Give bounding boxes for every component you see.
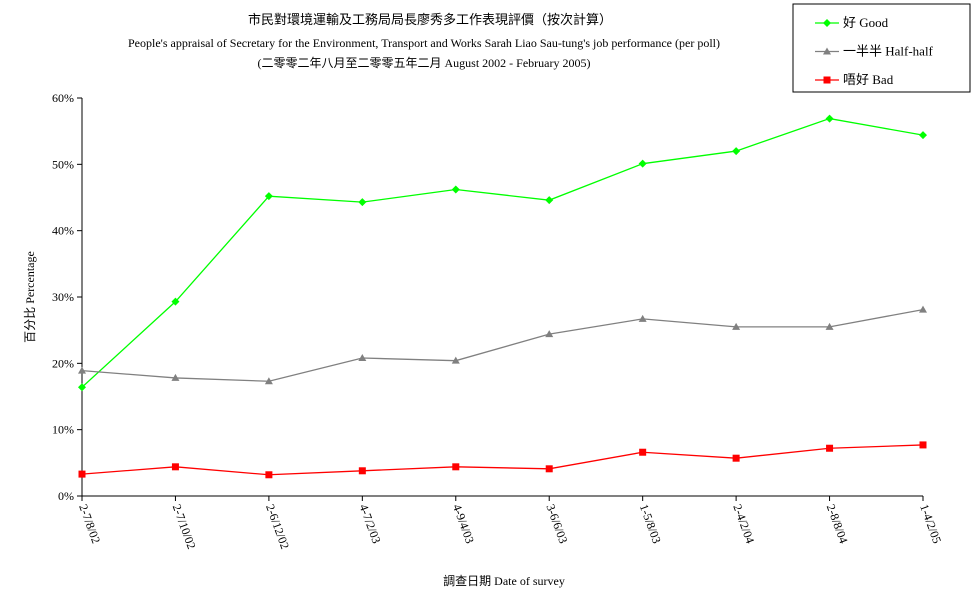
y-tick-label: 60%	[52, 91, 74, 105]
data-point	[919, 131, 927, 140]
data-point	[358, 467, 366, 475]
data-point	[545, 465, 553, 473]
data-point	[171, 297, 180, 306]
y-axis-label: 百分比 Percentage	[23, 251, 37, 343]
data-point	[545, 196, 554, 205]
x-tick-label: 3-6/6/03	[543, 502, 570, 545]
data-point	[78, 470, 86, 478]
data-point	[825, 322, 834, 330]
data-point	[452, 463, 460, 471]
x-tick-label: 1-4/2/05	[917, 502, 944, 545]
data-point	[358, 354, 367, 362]
x-tick-label: 2-7/8/02	[76, 502, 103, 545]
x-axis-label: 調查日期 Date of survey	[443, 574, 565, 588]
series-line	[81, 117, 924, 388]
y-tick-label: 50%	[52, 157, 74, 171]
x-tick-label: 2-7/10/02	[170, 502, 199, 551]
x-tick-label: 1-5/8/03	[637, 502, 664, 545]
x-tick-label: 4-7/2/03	[357, 502, 384, 545]
legend-label: 好 Good	[843, 15, 889, 30]
data-point	[451, 185, 460, 194]
legend-label: 唔好 Bad	[843, 72, 894, 87]
legend-label: 一半半 Half-half	[843, 44, 934, 59]
x-tick-label: 2-4/2/04	[730, 502, 757, 545]
data-point	[264, 377, 273, 385]
data-point	[171, 463, 179, 471]
x-tick-label: 2-8/8/04	[824, 502, 851, 545]
data-point	[826, 444, 834, 452]
data-point	[732, 147, 741, 156]
y-tick-label: 0%	[58, 489, 74, 503]
data-point	[264, 192, 273, 201]
data-point	[823, 47, 831, 55]
chart-title: 市民對環境運輸及工務局局長廖秀多工作表現評價（按次計算）	[248, 12, 612, 27]
chart-subtitle: (二零零二年八月至二零零五年二月 August 2002 - February …	[258, 56, 591, 70]
data-point	[451, 356, 460, 364]
data-point	[78, 366, 86, 374]
data-point	[919, 305, 927, 313]
data-point	[545, 330, 554, 338]
data-point	[919, 441, 927, 449]
y-tick-label: 40%	[52, 224, 74, 238]
x-tick-label: 4-9/4/03	[450, 502, 477, 545]
y-tick-label: 20%	[52, 356, 74, 370]
data-point	[638, 314, 647, 322]
series-line	[81, 444, 924, 476]
y-tick-label: 10%	[52, 423, 74, 437]
data-point	[732, 454, 740, 462]
series-line	[81, 308, 924, 382]
data-point	[732, 322, 741, 330]
data-point	[823, 76, 831, 84]
chart-subtitle: People's appraisal of Secretary for the …	[128, 36, 720, 50]
data-point	[825, 114, 834, 123]
legend-box	[792, 3, 971, 93]
data-point	[78, 383, 86, 392]
x-tick-label: 2-6/12/02	[263, 502, 292, 551]
y-tick-label: 30%	[52, 290, 74, 304]
data-point	[639, 448, 647, 456]
data-point	[638, 159, 647, 168]
data-point	[171, 373, 180, 381]
data-point	[265, 471, 273, 479]
data-point	[358, 198, 367, 207]
data-point	[823, 19, 831, 27]
